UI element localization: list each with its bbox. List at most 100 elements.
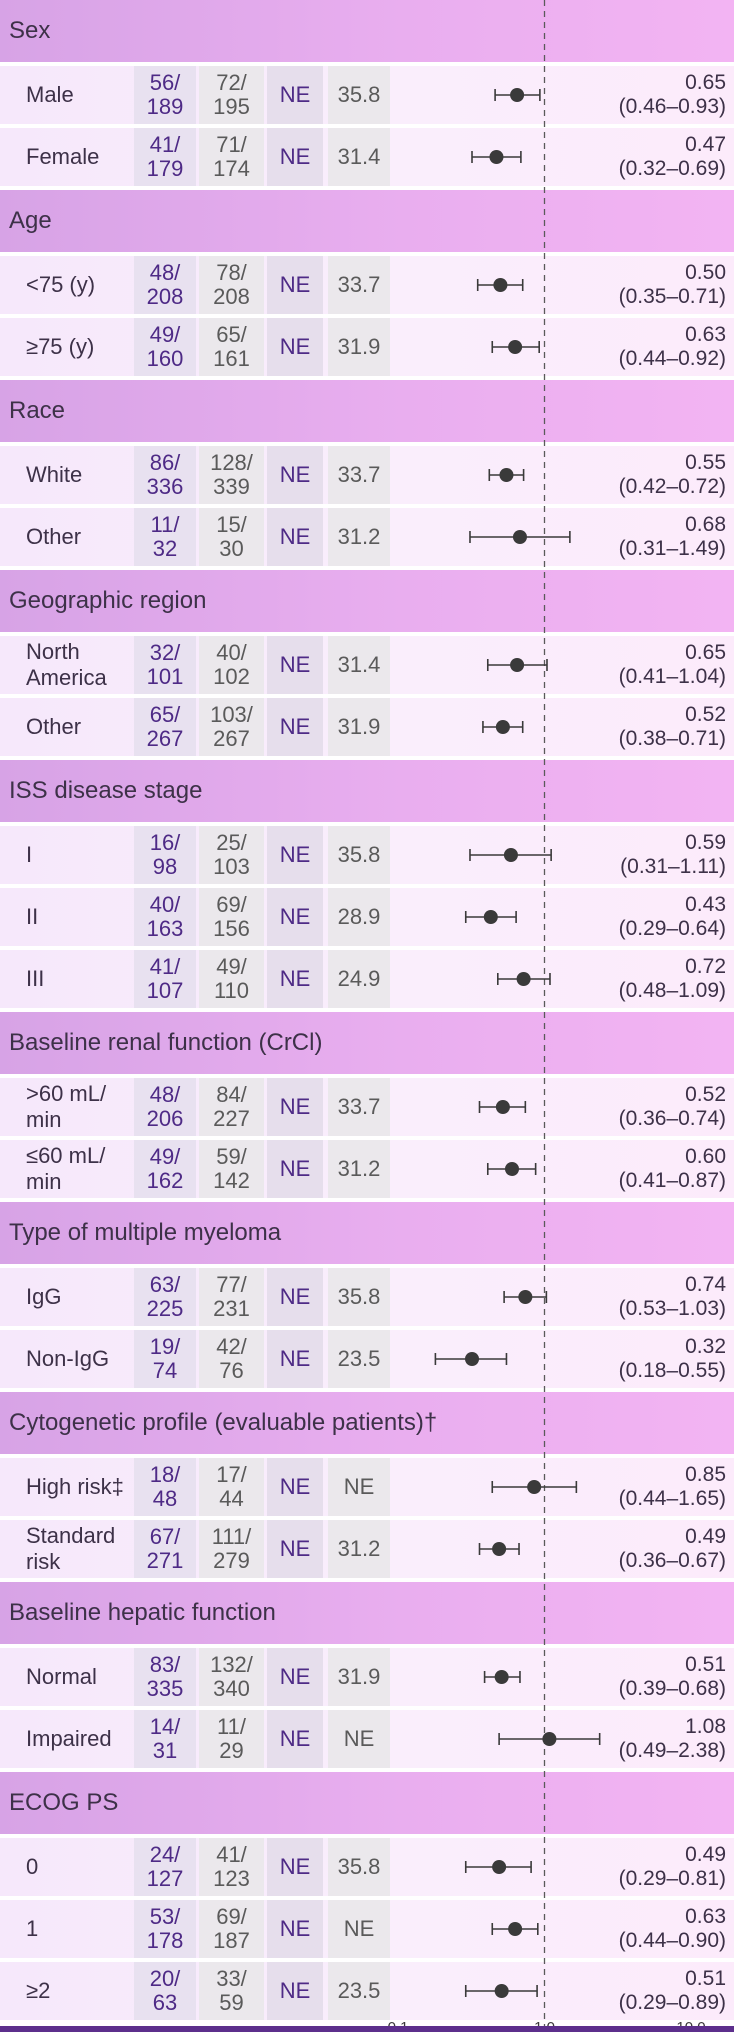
drd-patients: 189	[146, 94, 184, 119]
rd-events: 25/	[216, 830, 247, 855]
drd-events: 49/	[149, 1144, 181, 1169]
hazard-ratio-value: 0.52	[685, 1083, 726, 1106]
confidence-interval-text: (0.35–0.71)	[618, 285, 726, 308]
rd-events-fraction: 17/44	[199, 1458, 264, 1516]
hazard-ratio-point	[492, 1542, 507, 1556]
rd-median: 35.8	[337, 842, 381, 867]
drd-events: 48/	[149, 260, 181, 285]
drd-events-fraction: 48/208	[134, 256, 196, 314]
rd-events-fraction: 15/30	[199, 508, 264, 566]
subgroup-label: ≤60 mL/ min	[26, 1143, 106, 1194]
subgroup-row: III 41/107 49/110 NE 24.9 0.72 (0.48–1.09)	[0, 950, 734, 1008]
rd-events: 77/	[216, 1272, 247, 1297]
hazard-ratio-value: 0.63	[685, 323, 726, 346]
column-cell-bg	[134, 1330, 196, 1388]
drd-patients: 162	[146, 1168, 184, 1193]
drd-events-fraction: 63/225	[134, 1268, 196, 1326]
hazard-ratio-value: 0.68	[685, 513, 726, 536]
confidence-interval-text: (0.46–0.93)	[618, 95, 726, 118]
subgroup-label: Impaired	[26, 1726, 112, 1751]
hazard-ratio-text: 0.49 (0.29–0.81)	[619, 1838, 726, 1896]
column-cell-bg	[328, 1648, 390, 1706]
group-header-label: Cytogenetic profile (evaluable patients)…	[9, 1409, 438, 1436]
drd-median: NE	[279, 1854, 311, 1879]
subgroup-label: Other	[26, 714, 82, 739]
column-cell-bg	[134, 1140, 196, 1198]
column-cell-bg	[134, 256, 196, 314]
column-cell-bg	[328, 826, 390, 884]
subgroup-label: III	[26, 966, 45, 991]
rd-patients: 195	[213, 94, 250, 119]
rd-events: 11/	[217, 1714, 246, 1739]
rd-patients: 231	[213, 1296, 250, 1321]
rd-events: 128/	[210, 450, 253, 475]
group-header: Baseline renal function (CrCl)	[0, 1012, 734, 1074]
hazard-ratio-text: 0.65 (0.46–0.93)	[619, 66, 726, 124]
column-cell-bg	[199, 1710, 264, 1768]
hazard-ratio-text: 0.47 (0.32–0.69)	[619, 128, 726, 186]
hazard-ratio-value: 0.63	[685, 1905, 726, 1928]
drd-patients: 32	[152, 536, 178, 561]
column-cell-bg	[199, 446, 264, 504]
column-cell-bg	[134, 1710, 196, 1768]
column-cell-bg	[134, 1078, 196, 1136]
drd-patients: 208	[146, 284, 184, 309]
column-cell-bg	[199, 1330, 264, 1388]
subgroup-row: I 16/98 25/103 NE 35.8 0.59 (0.31–1.11)	[0, 826, 734, 884]
drd-patients: 336	[146, 474, 184, 499]
drd-events: 11/	[150, 512, 180, 537]
subgroup-label: 0	[26, 1854, 39, 1879]
hazard-ratio-point	[499, 468, 514, 482]
group-header-label: Type of multiple myeloma	[9, 1219, 282, 1246]
subgroup-label: II	[26, 904, 39, 929]
rd-median: 28.9	[337, 904, 381, 929]
rd-median: 31.9	[337, 714, 381, 739]
column-cell-bg	[199, 1078, 264, 1136]
drd-median: NE	[279, 1916, 311, 1941]
subgroup-row: Non-IgG 19/74 42/76 NE 23.5 0.32 (0.18–0.55)	[0, 1330, 734, 1388]
confidence-interval-text: (0.31–1.11)	[620, 855, 726, 878]
hazard-ratio-point	[516, 972, 531, 986]
hazard-ratio-value: 0.74	[685, 1273, 726, 1296]
subgroup-label: <75 (y)	[26, 272, 96, 297]
hazard-ratio-value: 0.32	[685, 1335, 726, 1358]
rd-median: 31.2	[337, 524, 381, 549]
drd-events: 24/	[149, 1842, 181, 1867]
column-cell-bg	[199, 318, 264, 376]
rd-events: 59/	[216, 1144, 247, 1169]
rd-events-fraction: 42/76	[199, 1330, 264, 1388]
hazard-ratio-point	[495, 1100, 510, 1114]
rd-events: 33/	[216, 1966, 247, 1991]
drd-median: NE	[279, 272, 311, 297]
drd-events-fraction: 11/32	[134, 508, 196, 566]
bottom-accent-bar	[0, 2026, 734, 2032]
rd-events: 15/	[216, 512, 247, 537]
drd-patients: 101	[146, 664, 184, 689]
column-cell-bg	[134, 1838, 196, 1896]
hazard-ratio-value: 0.65	[685, 641, 726, 664]
column-cell-bg	[267, 318, 323, 376]
column-cell-bg	[199, 66, 264, 124]
drd-events-fraction: 86/336	[134, 446, 196, 504]
column-cell-bg	[267, 1078, 323, 1136]
column-cell-bg	[134, 1900, 196, 1958]
drd-events-fraction: 67/271	[134, 1520, 196, 1578]
subgroup-label: Non-IgG	[26, 1346, 110, 1371]
rd-events-fraction: 111/279	[199, 1520, 264, 1578]
group-header: ECOG PS	[0, 1772, 734, 1834]
hazard-ratio-text: 0.85 (0.44–1.65)	[619, 1458, 726, 1516]
drd-events-fraction: 83/335	[134, 1648, 196, 1706]
hazard-ratio-value: 0.59	[685, 831, 726, 854]
drd-patients: 127	[146, 1866, 184, 1891]
confidence-interval-text: (0.39–0.68)	[618, 1677, 726, 1700]
drd-events-fraction: 32/101	[134, 636, 196, 694]
column-cell-bg	[267, 128, 323, 186]
rd-events: 103/	[210, 702, 253, 727]
hazard-ratio-value: 1.08	[685, 1715, 726, 1738]
subgroup-row: Other 65/267 103/267 NE 31.9 0.52 (0.38–0.71)	[0, 698, 734, 756]
drd-patients: 48	[152, 1486, 178, 1511]
drd-events: 19/	[149, 1334, 181, 1359]
drd-median: NE	[279, 144, 311, 169]
column-cell-bg	[328, 1838, 390, 1896]
drd-events-fraction: 24/127	[134, 1838, 196, 1896]
